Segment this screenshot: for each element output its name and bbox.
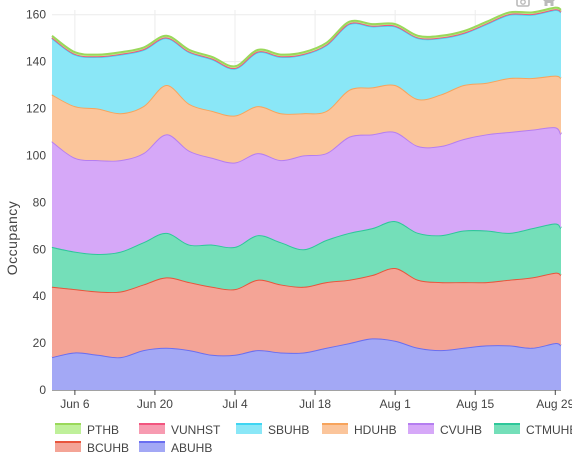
legend-swatch <box>408 424 434 434</box>
legend-swatch <box>139 424 165 434</box>
x-axis-ticks: Jun 6 Jun 20 Jul 4 Jul 18 Aug 1 Aug 15 Aug 29 <box>60 390 572 411</box>
area-cvuhb[interactable] <box>52 127 561 254</box>
x-tick-label: Jul 18 <box>299 397 331 411</box>
y-tick-label: 100 <box>26 148 46 162</box>
area-series[interactable] <box>51 6 562 390</box>
x-tick-label: Jul 4 <box>222 397 248 411</box>
legend-label: VUNHST <box>171 423 221 437</box>
legend-swatch <box>139 442 165 452</box>
area-bcuhb[interactable] <box>52 267 561 358</box>
y-tick-label: 40 <box>33 289 47 303</box>
x-tick-label: Aug 1 <box>379 397 411 411</box>
legend-swatch <box>55 442 81 452</box>
legend-item-sbuhb[interactable]: SBUHB <box>236 423 309 437</box>
legend-item-bcuhb[interactable]: BCUHB <box>55 441 129 455</box>
area-abuhb[interactable] <box>52 338 561 390</box>
x-tick-label: Aug 15 <box>456 397 494 411</box>
legend-item-vunhst[interactable]: VUNHST <box>139 423 221 437</box>
legend-swatch <box>55 424 81 434</box>
legend-label: ABUHB <box>171 441 212 455</box>
legend-label: CVUHB <box>440 423 482 437</box>
legend-label: SBUHB <box>268 423 309 437</box>
legend-item-hduhb[interactable]: HDUHB <box>322 423 397 437</box>
legend-item-abuhb[interactable]: ABUHB <box>139 441 212 455</box>
legend-swatch <box>322 424 348 434</box>
legend-item-cvuhb[interactable]: CVUHB <box>408 423 482 437</box>
legend-label: BCUHB <box>87 441 129 455</box>
y-axis-label: Occupancy <box>4 201 20 276</box>
area-ctmuhb[interactable] <box>52 221 561 293</box>
x-tick-label: Jun 6 <box>60 397 90 411</box>
line-pthb <box>51 6 562 68</box>
x-tick-label: Aug 29 <box>536 397 572 411</box>
legend-label: HDUHB <box>354 423 397 437</box>
area-sbuhb[interactable] <box>52 9 561 116</box>
area-pthb[interactable] <box>52 7 561 69</box>
camera-icon[interactable] <box>516 0 530 10</box>
legend-swatch <box>494 424 520 434</box>
y-tick-label: 160 <box>26 8 46 22</box>
y-tick-label: 60 <box>33 242 47 256</box>
legend-label: PTHB <box>87 423 119 437</box>
y-axis-ticks: 0 20 40 60 80 100 120 140 160 <box>26 8 46 397</box>
y-tick-label: 0 <box>39 383 46 397</box>
y-tick-label: 140 <box>26 55 46 69</box>
legend-swatch <box>236 424 262 434</box>
y-tick-label: 120 <box>26 102 46 116</box>
legend-item-pthb[interactable]: PTHB <box>55 423 119 437</box>
y-tick-label: 80 <box>33 195 47 209</box>
y-tick-label: 20 <box>33 336 47 350</box>
x-tick-label: Jun 20 <box>137 397 173 411</box>
home-icon[interactable] <box>542 0 556 10</box>
